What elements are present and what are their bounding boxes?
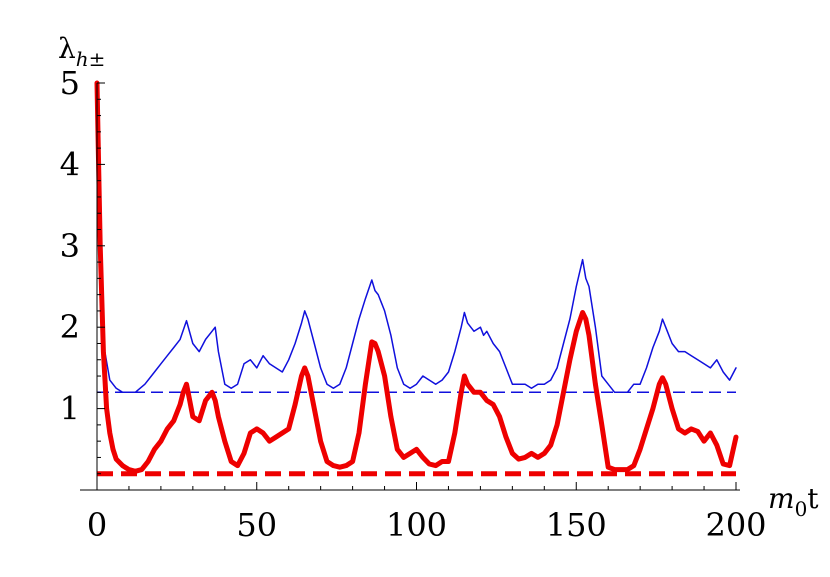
axes-layer — [80, 83, 740, 491]
series-line-0-solid-thin — [96, 82, 737, 394]
x-axis-title-sub: 0 — [795, 497, 808, 521]
y-axis-title-base: λ — [58, 32, 76, 65]
y-tick-label: 4 — [60, 145, 80, 183]
x-axis-title-tail: t — [807, 482, 819, 515]
x-tick-label: 200 — [705, 506, 766, 544]
x-axis-title-base: m — [768, 482, 795, 515]
y-tick-label: 2 — [60, 308, 80, 346]
x-tick-label: 100 — [386, 506, 447, 544]
y-tick-label: 1 — [60, 390, 80, 428]
series-layer — [94, 80, 739, 477]
y-axis-title: λh± — [58, 32, 105, 71]
y-axis-title-sub: h± — [76, 47, 106, 71]
ticks-layer — [97, 82, 737, 490]
series-line-2-solid-thick — [94, 80, 739, 474]
y-tick-label: 5 — [60, 64, 80, 102]
x-tick-label: 0 — [87, 506, 107, 544]
x-tick-label: 150 — [546, 506, 607, 544]
x-axis-title: m0t — [768, 482, 819, 521]
y-tick-label: 3 — [60, 227, 80, 265]
x-tick-label: 50 — [236, 506, 277, 544]
